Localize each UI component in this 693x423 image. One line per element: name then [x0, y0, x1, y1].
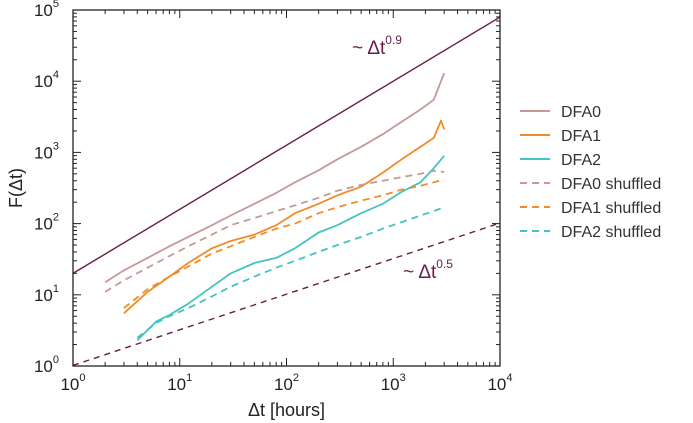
annotation-slope-0.9: ~ Δt0.9	[352, 33, 402, 59]
y-tick-label: 105	[34, 0, 59, 20]
x-tick-label: 101	[167, 372, 192, 394]
y-tick-label: 101	[34, 283, 59, 305]
y-tick-label: 104	[34, 69, 59, 91]
legend-label: DFA1 shuffled	[561, 200, 661, 217]
annotation-slope-0.5: ~ Δt0.5	[403, 257, 453, 283]
legend-label: DFA1	[561, 128, 601, 145]
x-tick-label: 104	[487, 372, 512, 394]
legend-label: DFA0 shuffled	[561, 176, 661, 193]
series-line-dfa1	[123, 119, 446, 314]
y-axis-title: F(Δt)	[6, 168, 26, 208]
y-tick-label: 102	[34, 212, 59, 234]
x-tick-label: 100	[60, 372, 85, 394]
series-line-dfa2-shuffled	[136, 206, 445, 339]
x-axis-title: Δt [hours]	[248, 400, 325, 420]
series-line-dfa0	[104, 72, 446, 284]
x-tick-label: 103	[381, 372, 406, 394]
legend-label: DFA0	[561, 104, 601, 121]
reference-line-slope-0.9	[73, 16, 500, 274]
legend-label: DFA2 shuffled	[561, 224, 661, 241]
legend-label: DFA2	[561, 152, 601, 169]
series-line-dfa1-shuffled	[123, 178, 445, 309]
reference-line-slope-0.5	[73, 222, 500, 366]
series-line-dfa2	[136, 155, 445, 341]
y-tick-label: 103	[34, 140, 59, 162]
series-line-dfa0-shuffled	[104, 169, 445, 293]
y-tick-label: 100	[34, 354, 59, 376]
x-tick-label: 102	[274, 372, 299, 394]
